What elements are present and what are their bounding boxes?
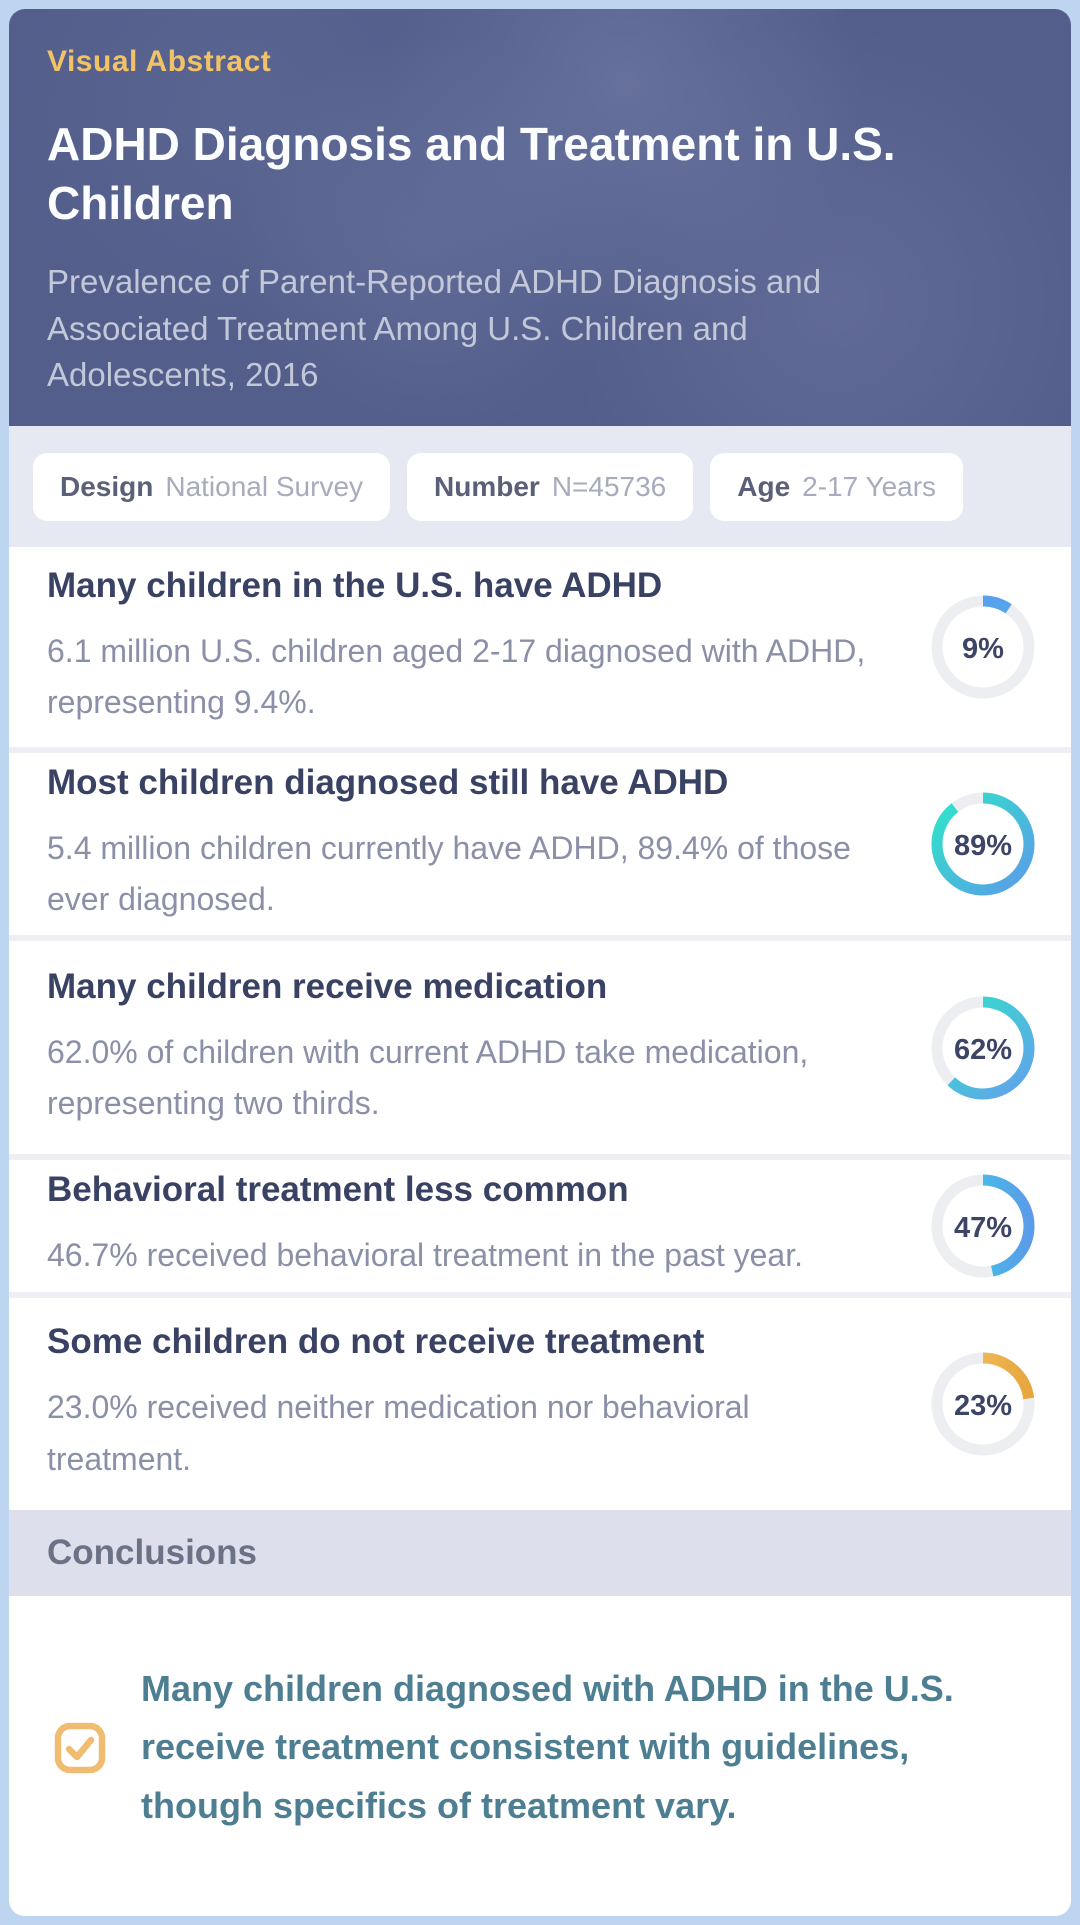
badge-value: National Survey: [165, 470, 364, 502]
conclusion-text: Many children diagnosed with ADHD in the…: [141, 1667, 954, 1827]
donut-chart-23pct: 23%: [931, 1352, 1035, 1456]
finding-title: Most children diagnosed still have ADHD: [47, 763, 729, 802]
kicker-label: Visual Abstract: [47, 45, 272, 78]
card-divider: [9, 1291, 1071, 1298]
card-divider: [9, 1154, 1071, 1161]
checkbox-icon: [54, 1722, 106, 1774]
card-divider: [9, 747, 1071, 753]
finding-text-block: Many children in the U.S. have ADHD 6.1 …: [47, 566, 931, 728]
badge-row: Design National Survey Number N=45736 Ag…: [9, 426, 1071, 547]
donut-chart-62pct: 62%: [931, 996, 1035, 1100]
finding-title: Behavioral treatment less common: [47, 1170, 629, 1210]
conclusions-header: Conclusions: [9, 1509, 1071, 1596]
donut-chart-89pct: 89%: [931, 792, 1035, 896]
badge-age: Age 2-17 Years: [710, 452, 964, 521]
donut-value-label: 62%: [954, 1034, 1012, 1066]
findings-list: Many children in the U.S. have ADHD 6.1 …: [9, 547, 1071, 1510]
page-subtitle: Prevalence of Parent-Reported ADHD Diagn…: [47, 262, 822, 394]
conclusions-heading: Conclusions: [47, 1532, 258, 1572]
badge-label: Design: [60, 470, 154, 502]
finding-text-block: Many children receive medication 62.0% o…: [47, 967, 931, 1129]
finding-card-4: Behavioral treatment less common 46.7% r…: [9, 1160, 1071, 1292]
donut-value-label: 47%: [954, 1212, 1012, 1244]
finding-description: 46.7% received behavioral treatment in t…: [47, 1237, 803, 1274]
badge-label: Age: [737, 470, 791, 502]
page-title: ADHD Diagnosis and Treatment in U.S. Chi…: [47, 118, 896, 229]
finding-card-5: Some children do not receive treatment 2…: [9, 1297, 1071, 1510]
finding-title: Many children receive medication: [47, 966, 608, 1006]
donut-value-label: 23%: [954, 1390, 1012, 1422]
donut-value-label: 9%: [962, 633, 1004, 665]
visual-abstract-card: Visual Abstract ADHD Diagnosis and Treat…: [9, 9, 1071, 1916]
card-divider: [9, 935, 1071, 942]
donut-chart-9pct: 9%: [931, 595, 1035, 699]
conclusion-body: Many children diagnosed with ADHD in the…: [9, 1595, 1071, 1916]
badge-label: Number: [434, 470, 540, 502]
donut-chart-47pct: 47%: [931, 1174, 1035, 1278]
finding-description: 5.4 million children currently have ADHD…: [47, 830, 851, 918]
finding-card-1: Many children in the U.S. have ADHD 6.1 …: [9, 547, 1071, 747]
header: Visual Abstract ADHD Diagnosis and Treat…: [9, 9, 1071, 426]
badge-value: N=45736: [551, 470, 667, 502]
finding-text-block: Most children diagnosed still have ADHD …: [47, 763, 931, 925]
finding-description: 6.1 million U.S. children aged 2-17 diag…: [47, 632, 866, 720]
finding-text-block: Behavioral treatment less common 46.7% r…: [47, 1170, 931, 1281]
badge-number: Number N=45736: [407, 452, 694, 521]
donut-value-label: 89%: [954, 830, 1012, 862]
finding-card-3: Many children receive medication 62.0% o…: [9, 941, 1071, 1155]
finding-description: 23.0% received neither medication nor be…: [47, 1389, 750, 1477]
finding-title: Some children do not receive treatment: [47, 1322, 705, 1362]
finding-description: 62.0% of children with current ADHD take…: [47, 1033, 809, 1121]
finding-text-block: Some children do not receive treatment 2…: [47, 1322, 931, 1484]
badge-design: Design National Survey: [33, 452, 391, 521]
finding-title: Many children in the U.S. have ADHD: [47, 565, 663, 605]
finding-card-2: Most children diagnosed still have ADHD …: [9, 753, 1071, 936]
badge-value: 2-17 Years: [802, 470, 937, 502]
